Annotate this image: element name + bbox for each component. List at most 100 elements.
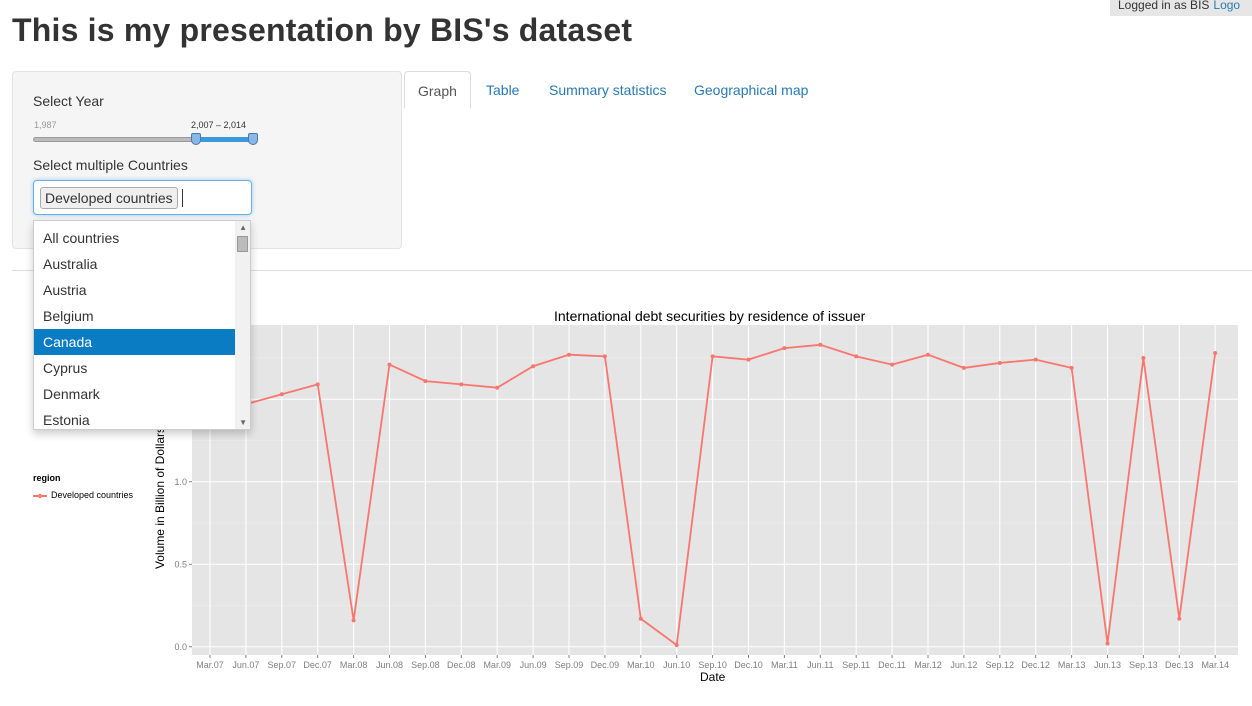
data-point: [602, 354, 607, 359]
x-tick-label: Dec.07: [303, 660, 332, 670]
data-point: [782, 346, 787, 351]
data-point: [423, 379, 428, 384]
data-point: [1033, 357, 1038, 362]
x-tick-label: Jun.08: [376, 660, 403, 670]
data-point: [1069, 365, 1074, 370]
countries-label: Select multiple Countries: [33, 157, 188, 173]
data-point: [854, 354, 859, 359]
page-title: This is my presentation by BIS's dataset: [12, 12, 633, 48]
x-tick-label: Dec.09: [591, 660, 620, 670]
tab-summary-statistics[interactable]: Summary statistics: [549, 82, 667, 98]
logout-link[interactable]: Logo: [1213, 0, 1241, 12]
x-tick-label: Sep.11: [842, 660, 870, 670]
legend-title: region: [33, 473, 61, 483]
scroll-up-icon[interactable]: ▲: [239, 223, 247, 232]
data-point: [638, 616, 643, 621]
data-point: [387, 362, 392, 367]
x-tick-label: Jun.10: [663, 660, 690, 670]
legend-item: Developed countries: [33, 490, 173, 500]
x-tick-label: Sep.10: [698, 660, 727, 670]
dropdown-scrollbar[interactable]: ▲ ▼: [235, 221, 250, 429]
text-cursor: [182, 189, 183, 207]
x-tick-label: Sep.13: [1129, 660, 1158, 670]
dropdown-option[interactable]: Austria: [43, 282, 87, 298]
x-tick-label: Mar.14: [1201, 660, 1229, 670]
chart-title: International debt securities by residen…: [554, 308, 866, 324]
data-point: [1177, 616, 1182, 621]
year-slider-range: [196, 137, 253, 142]
x-tick-label: Dec.13: [1165, 660, 1194, 670]
year-slider-handle-to[interactable]: [248, 133, 258, 145]
sidebar-panel: Select Year 1,987 2,007 – 2,014 Select m…: [12, 71, 402, 249]
dropdown-option-highlighted[interactable]: Canada: [34, 329, 236, 355]
plot-panel: [192, 325, 1238, 655]
data-point: [567, 352, 571, 357]
data-point: [315, 382, 320, 387]
x-tick-label: Mar.12: [914, 660, 942, 670]
year-slider-handle-from[interactable]: [191, 133, 201, 145]
data-point: [531, 364, 536, 369]
scroll-down-icon[interactable]: ▼: [239, 418, 247, 427]
x-tick-label: Mar.13: [1058, 660, 1086, 670]
countries-dropdown[interactable]: All countries Australia Austria Belgium …: [33, 220, 251, 430]
legend-swatch: [33, 493, 47, 498]
dropdown-option[interactable]: Estonia: [43, 412, 90, 428]
logged-in-text: Logged in as BIS: [1118, 0, 1210, 12]
dropdown-option[interactable]: Cyprus: [43, 360, 88, 376]
y-tick-label: 0.0: [174, 642, 187, 652]
login-bar: Logged in as BIS Logo: [1110, 0, 1252, 16]
x-tick-label: Mar.10: [627, 660, 655, 670]
dropdown-scroll-thumb[interactable]: [237, 236, 248, 252]
data-point: [926, 352, 930, 357]
data-point: [1213, 351, 1218, 356]
data-point: [890, 362, 895, 367]
tab-table[interactable]: Table: [486, 82, 520, 98]
x-axis-label: Date: [700, 670, 726, 684]
legend-label: Developed countries: [51, 490, 134, 500]
x-tick-label: Sep.09: [555, 660, 584, 670]
divider: [12, 270, 1252, 271]
data-point: [961, 365, 966, 370]
tab-geographical-map[interactable]: Geographical map: [694, 82, 809, 98]
selected-country-chip[interactable]: Developed countries: [40, 187, 178, 209]
data-point: [279, 392, 284, 397]
slider-min-label: 1,987: [34, 120, 57, 130]
x-tick-label: Dec.10: [734, 660, 763, 670]
x-tick-label: Sep.07: [268, 660, 297, 670]
x-tick-label: Jun.11: [807, 660, 833, 670]
data-point: [710, 354, 715, 359]
x-tick-label: Mar.09: [483, 660, 511, 670]
slider-range-label: 2,007 – 2,014: [191, 120, 247, 130]
x-tick-label: Jun.13: [1094, 660, 1121, 670]
x-tick-label: Sep.08: [411, 660, 440, 670]
data-point: [674, 643, 679, 648]
x-tick-label: Jun.09: [520, 660, 547, 670]
x-tick-label: Mar.11: [771, 660, 798, 670]
dropdown-option[interactable]: Australia: [43, 256, 98, 272]
tab-graph[interactable]: Graph: [404, 71, 471, 109]
data-point: [1105, 641, 1110, 646]
x-tick-label: Dec.08: [447, 660, 476, 670]
data-point: [1141, 356, 1146, 360]
x-tick-label: Dec.11: [878, 660, 906, 670]
x-tick-label: Sep.12: [986, 660, 1015, 670]
x-tick-label: Mar.08: [340, 660, 368, 670]
chart-legend: region Developed countries: [33, 473, 133, 500]
dropdown-option[interactable]: Denmark: [43, 386, 100, 402]
y-tick-label: 1.0: [174, 477, 187, 487]
countries-select-input[interactable]: Developed countries: [33, 180, 252, 215]
x-tick-label: Mar.07: [196, 660, 224, 670]
dropdown-option[interactable]: Belgium: [43, 308, 94, 324]
year-label: Select Year: [33, 93, 104, 109]
x-tick-label: Jun.12: [950, 660, 977, 670]
data-point: [818, 342, 823, 347]
dropdown-option[interactable]: All countries: [43, 230, 120, 246]
data-point: [351, 618, 356, 623]
data-point: [495, 385, 500, 390]
data-point: [746, 357, 751, 362]
x-tick-label: Jun.07: [232, 660, 259, 670]
data-point: [997, 360, 1002, 365]
y-tick-label: 0.5: [174, 559, 187, 569]
data-point: [459, 382, 464, 387]
